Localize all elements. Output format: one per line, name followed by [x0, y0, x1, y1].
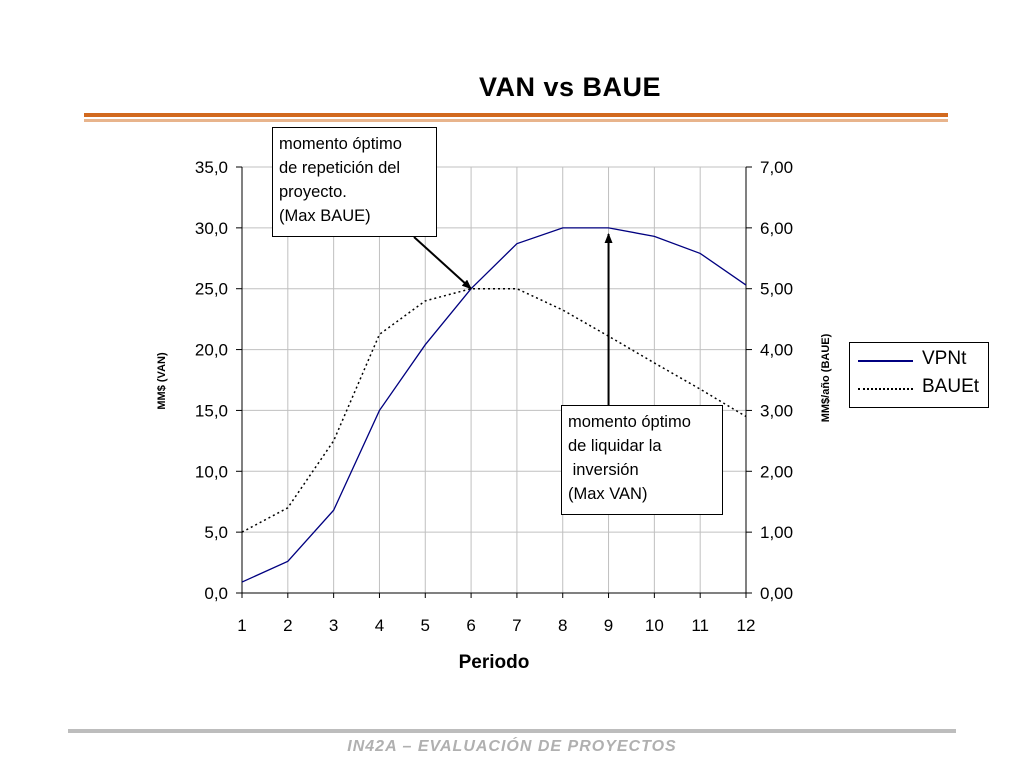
y-tick-label-right: 1,00 — [760, 523, 793, 542]
y-tick-label-right: 6,00 — [760, 219, 793, 238]
y-tick-label-right: 5,00 — [760, 280, 793, 299]
y-tick-label-right: 0,00 — [760, 584, 793, 603]
axes — [236, 166, 752, 598]
x-tick-label: 10 — [645, 616, 664, 635]
y-tick-label-right: 4,00 — [760, 341, 793, 360]
arrow-max-baue — [413, 236, 472, 290]
x-axis-title: Periodo — [458, 652, 530, 673]
y-tick-label-left: 10,0 — [195, 462, 228, 481]
y-axis-right-title: MM$/año (BAUE) — [820, 333, 832, 423]
y-tick-label-right: 7,00 — [760, 158, 793, 177]
x-tick-label: 11 — [691, 616, 709, 635]
x-tick-label: 1 — [237, 616, 246, 635]
x-tick-label: 4 — [375, 616, 384, 635]
x-tick-label: 3 — [329, 616, 338, 635]
x-tick-label: 8 — [558, 616, 567, 635]
y-tick-label-left: 20,0 — [195, 341, 228, 360]
y-axis-left-title: MM$ (VAN) — [156, 352, 168, 410]
legend: VPNt BAUEt — [849, 342, 989, 408]
legend-item-bauet: BAUEt — [858, 376, 986, 402]
legend-item-vpnt: VPNt — [858, 348, 986, 374]
y-tick-label-left: 0,0 — [204, 584, 228, 603]
footer-rule — [68, 729, 956, 733]
y-tick-label-left: 5,0 — [204, 523, 228, 542]
y-tick-label-right: 2,00 — [760, 462, 793, 481]
x-tick-label: 6 — [466, 616, 475, 635]
legend-swatch-vpnt — [858, 360, 913, 362]
callout-max-baue: momento óptimo de repetición del proyect… — [272, 127, 437, 237]
y-tick-label-left: 30,0 — [195, 219, 228, 238]
series-line-vpnt — [241, 227, 747, 583]
series-lines — [241, 227, 747, 583]
footer-text: IN42A – EVALUACIÓN DE PROYECTOS — [347, 738, 677, 755]
chart-title: VAN vs BAUE — [478, 72, 662, 102]
title-rule-bottom — [84, 119, 948, 122]
legend-label-bauet: BAUEt — [922, 376, 980, 397]
y-tick-label-left: 15,0 — [195, 401, 228, 420]
x-tick-label: 5 — [421, 616, 430, 635]
title-rule-top — [84, 113, 948, 117]
annotation-arrows — [413, 232, 613, 405]
legend-label-vpnt: VPNt — [922, 348, 967, 369]
callout-max-van: momento óptimo de liquidar la inversión … — [561, 405, 723, 515]
x-tick-label: 2 — [283, 616, 292, 635]
y-tick-label-left: 35,0 — [195, 158, 228, 177]
series-line-bauet — [241, 287, 747, 533]
y-tick-label-left: 25,0 — [195, 280, 228, 299]
y-tick-label-right: 3,00 — [760, 401, 793, 420]
legend-swatch-bauet — [858, 388, 913, 390]
x-tick-label: 12 — [737, 616, 756, 635]
x-tick-label: 9 — [604, 616, 613, 635]
x-tick-label: 7 — [512, 616, 521, 635]
